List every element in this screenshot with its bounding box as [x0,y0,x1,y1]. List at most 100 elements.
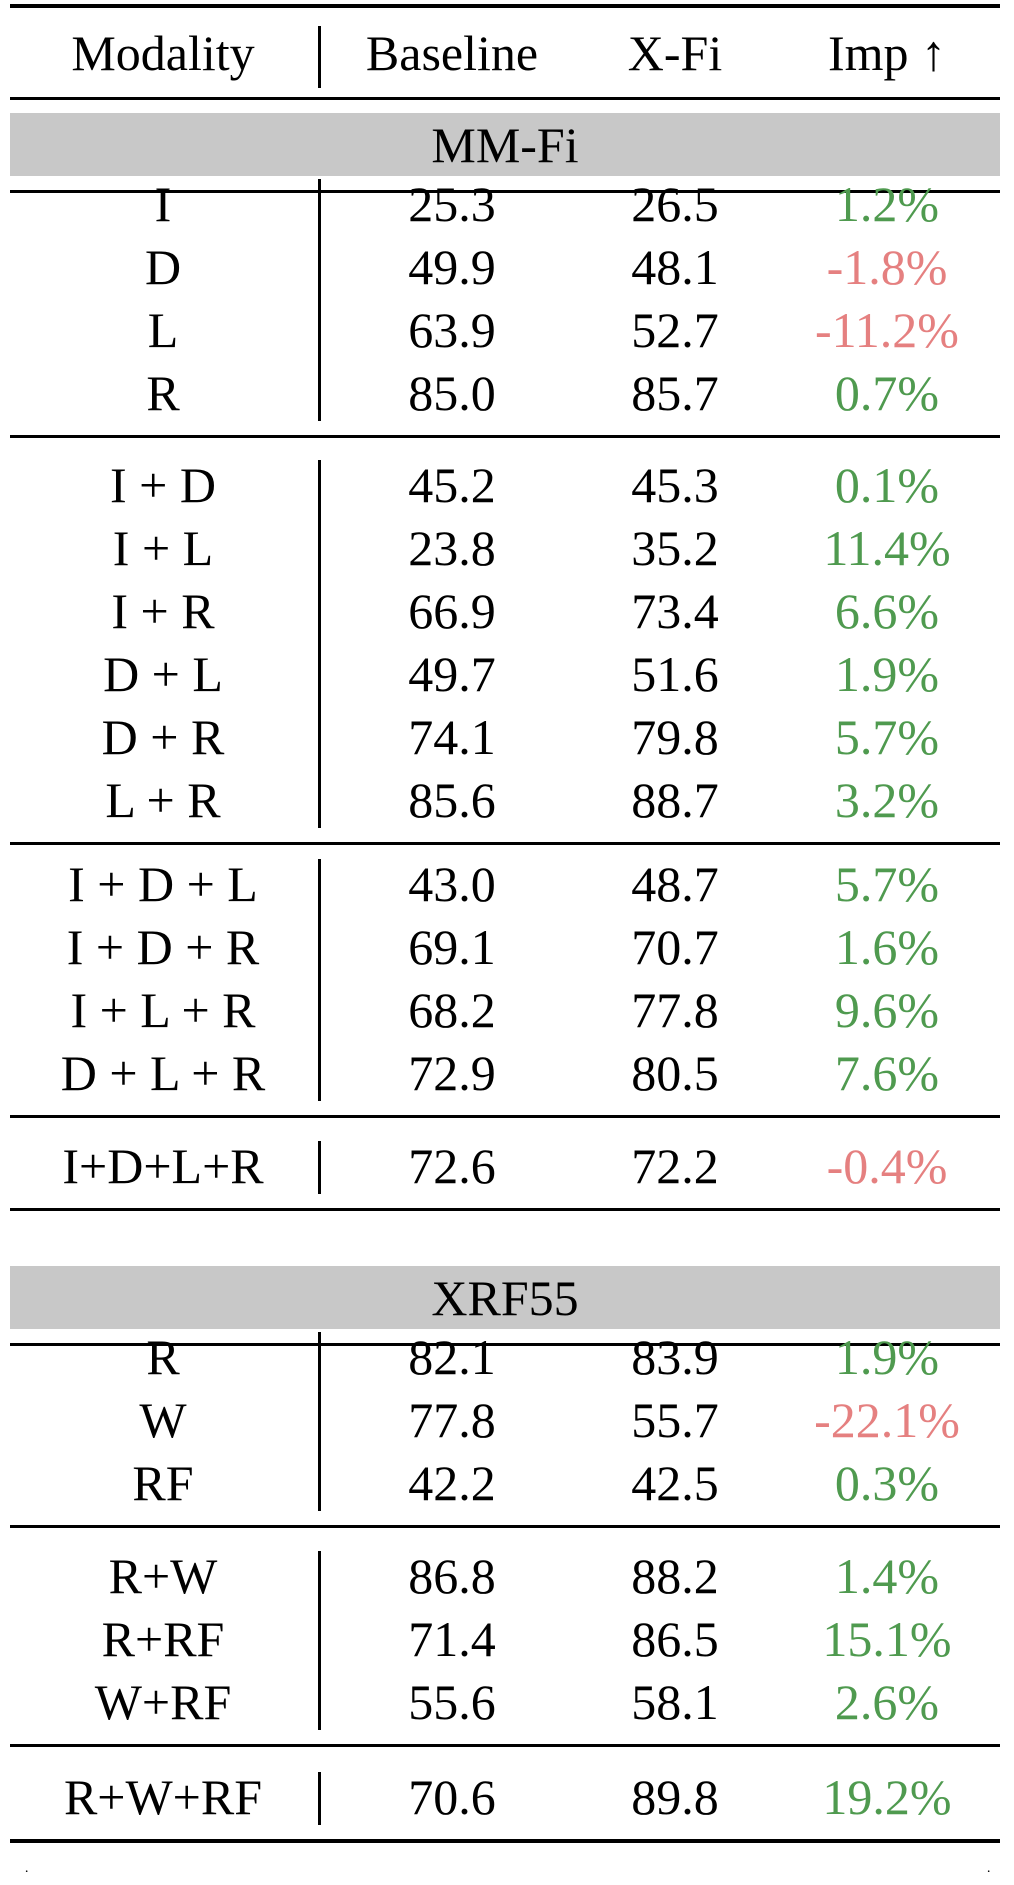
header-rule [10,97,1000,100]
modality-cell: I [154,176,172,232]
group-rule [10,435,1000,438]
xfi-cell: 26.5 [631,176,719,232]
modality-cell: I + D + R [66,919,260,975]
baseline-cell: 85.0 [408,365,496,421]
bottom-rule [10,1839,1000,1843]
xfi-cell: 42.5 [631,1455,719,1511]
section-header: MM-Fi [10,113,1000,176]
table-row: W+RF 55.6 58.1 2.6% [0,1671,1014,1734]
modality-cell: I + L + R [70,982,256,1038]
modality-cell: R+W+RF [63,1769,263,1825]
improvement-cell: 6.6% [834,583,940,639]
header-row: Modality Baseline X-Fi Imp ↑ [0,22,1014,85]
modality-cell: R+W [108,1548,218,1604]
table-row: I + D + R 69.1 70.7 1.6% [0,916,1014,979]
improvement-cell: 9.6% [834,982,940,1038]
xfi-cell: 85.7 [631,365,719,421]
improvement-cell: -22.1% [814,1392,960,1448]
improvement-cell: 0.7% [834,365,940,421]
modality-cell: I + L [112,520,214,576]
xfi-cell: 58.1 [631,1674,719,1730]
modality-cell: R+RF [101,1611,225,1667]
column-divider [318,859,321,1101]
header-improvement: Imp ↑ [827,25,947,81]
improvement-cell: 1.9% [834,1329,940,1385]
improvement-cell: 1.6% [834,919,940,975]
improvement-cell: -0.4% [826,1138,948,1194]
column-divider [318,1772,321,1825]
improvement-cell: 2.6% [834,1674,940,1730]
improvement-cell: 5.7% [834,856,940,912]
modality-cell: I + D + L [68,856,258,912]
xfi-cell: 52.7 [631,302,719,358]
xfi-cell: 48.1 [631,239,719,295]
table-row: D + R 74.1 79.8 5.7% [0,706,1014,769]
baseline-cell: 43.0 [408,856,496,912]
xfi-cell: 79.8 [631,709,719,765]
table-row: L 63.9 52.7 -11.2% [0,299,1014,362]
baseline-cell: 82.1 [408,1329,496,1385]
section-header: XRF55 [10,1266,1000,1329]
xfi-cell: 77.8 [631,982,719,1038]
table-row: L + R 85.6 88.7 3.2% [0,769,1014,832]
table-row: I + L 23.8 35.2 11.4% [0,517,1014,580]
improvement-cell: 11.4% [823,520,951,576]
xfi-cell: 51.6 [631,646,719,702]
baseline-cell: 63.9 [408,302,496,358]
group-rule [10,1525,1000,1528]
improvement-cell: 0.1% [834,457,940,513]
xfi-cell: 72.2 [631,1138,719,1194]
section-rule [10,1343,1000,1346]
modality-cell: R [146,365,180,421]
header-xfi: X-Fi [627,25,723,81]
baseline-cell: 49.9 [408,239,496,295]
header-modality: Modality [71,25,255,81]
modality-cell: W+RF [94,1674,232,1730]
modality-cell: D [144,239,182,295]
improvement-cell: 19.2% [822,1769,952,1825]
group-rule [10,842,1000,845]
table-row: I + D 45.2 45.3 0.1% [0,454,1014,517]
table-row: R 82.1 83.9 1.9% [0,1326,1014,1389]
column-divider [318,1141,321,1194]
column-divider [318,179,321,421]
xfi-cell: 80.5 [631,1045,719,1101]
modality-cell: D + R [101,709,225,765]
improvement-cell: 1.4% [834,1548,940,1604]
table-row: I + R 66.9 73.4 6.6% [0,580,1014,643]
table-row: R+W+RF 70.6 89.8 19.2% [0,1766,1014,1829]
improvement-cell: -1.8% [826,239,948,295]
cropped-mark-right: ˙ [986,1868,992,1885]
column-divider [318,460,321,828]
table-row: I+D+L+R 72.6 72.2 -0.4% [0,1135,1014,1198]
xfi-cell: 70.7 [631,919,719,975]
baseline-cell: 55.6 [408,1674,496,1730]
xfi-cell: 35.2 [631,520,719,576]
baseline-cell: 72.9 [408,1045,496,1101]
modality-cell: W [139,1392,187,1448]
table-row: W 77.8 55.7 -22.1% [0,1389,1014,1452]
baseline-cell: 85.6 [408,772,496,828]
header-baseline: Baseline [365,25,539,81]
modality-cell: I + D [110,457,216,513]
modality-cell: I+D+L+R [62,1138,264,1194]
modality-cell: I + R [111,583,215,639]
xfi-cell: 86.5 [631,1611,719,1667]
column-divider [318,1551,321,1730]
modality-cell: D + L + R [60,1045,266,1101]
modality-cell: R [146,1329,180,1385]
group-rule [10,1744,1000,1747]
section-rule [10,190,1000,193]
xfi-cell: 89.8 [631,1769,719,1825]
improvement-cell: 5.7% [834,709,940,765]
table-row: D + L + R 72.9 80.5 7.6% [0,1042,1014,1105]
improvement-cell: 1.2% [834,176,940,232]
group-rule [10,1115,1000,1118]
column-divider [318,1332,321,1511]
xfi-cell: 73.4 [631,583,719,639]
baseline-cell: 74.1 [408,709,496,765]
xfi-cell: 48.7 [631,856,719,912]
modality-cell: L + R [105,772,221,828]
baseline-cell: 69.1 [408,919,496,975]
